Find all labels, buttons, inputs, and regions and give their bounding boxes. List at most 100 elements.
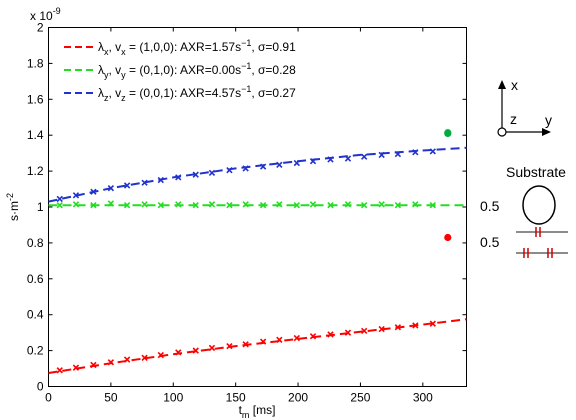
data-point-marker [242, 341, 249, 348]
data-point-marker [378, 151, 385, 159]
data-point-marker [157, 202, 164, 209]
axis-z-label: z [510, 111, 517, 127]
data-point-marker [293, 159, 300, 167]
coordinate-axes-diagram: x z y [497, 77, 552, 137]
data-point-marker [309, 158, 317, 165]
y-tick-label: 0.2 [27, 344, 44, 358]
data-point-marker [157, 351, 164, 359]
data-point-marker [192, 202, 199, 209]
data-point-marker [378, 325, 385, 333]
legend-entry-y: λy, vy = (0,1,0): AXR=0.00s−1, σ=0.28 [64, 61, 296, 80]
data-point-marker [123, 182, 131, 189]
data-point-marker [344, 201, 352, 208]
data-point-marker [175, 349, 182, 356]
x-tick-label: 50 [104, 391, 118, 405]
reference-dot-series-0 [444, 233, 452, 242]
data-point-marker [309, 333, 317, 340]
data-point-marker [242, 165, 249, 172]
substrate-circle-icon [522, 185, 556, 225]
data-point-marker [259, 202, 267, 209]
legend-text-z: λz, vz = (0,0,1): AXR=4.57s−1, σ=0.27 [98, 84, 296, 103]
data-point-marker [344, 155, 352, 162]
legend-text-x: λx, vx = (1,0,0): AXR=1.57s−1, σ=0.91 [98, 38, 296, 57]
data-point-marker [72, 201, 80, 208]
x-axis-title: tm [ms] [239, 403, 276, 420]
data-point-marker [208, 201, 216, 208]
data-point-marker [175, 174, 182, 181]
fit-lines [48, 146, 467, 374]
data-point-marker [72, 192, 80, 199]
data-point-marker [412, 322, 419, 329]
data-point-marker [293, 202, 300, 209]
y-tick-label: 2 [37, 21, 44, 35]
substrate-label-1: 0.5 [480, 198, 500, 214]
data-point-marker [344, 329, 352, 336]
data-point-marker [141, 354, 148, 361]
legend-entry-x: λx, vx = (1,0,0): AXR=1.57s−1, σ=0.91 [64, 38, 296, 57]
y-tick-label: 1.2 [27, 164, 44, 178]
data-point-marker [226, 202, 233, 209]
data-point-marker [107, 359, 115, 366]
y-tick-label: 1.8 [27, 56, 44, 70]
y-axis-title: s·m-2 [5, 193, 21, 221]
data-point-marker [90, 202, 97, 209]
y-exponent-label: x 10-9 [30, 6, 61, 23]
reference-dots [444, 128, 452, 242]
data-point-marker [276, 161, 283, 168]
data-point-marker [429, 148, 436, 155]
legend: λx, vx = (1,0,0): AXR=1.57s−1, σ=0.91 λy… [64, 38, 296, 103]
data-point-marker [226, 342, 233, 350]
data-point-marker [141, 179, 148, 186]
substrate-diagram: Substrate 0.5 0.5 [480, 164, 568, 258]
axis-x-label: x [511, 77, 518, 93]
data-point-marker [56, 202, 63, 209]
data-point-marker [107, 184, 115, 192]
data-point-marker [361, 202, 368, 209]
data-point-marker [192, 171, 199, 178]
axis-y-label: y [545, 112, 552, 128]
x-tick-label: 300 [413, 391, 433, 405]
data-point-marker [226, 167, 233, 174]
data-point-marker [327, 202, 334, 209]
y-tick-label: 1.4 [27, 128, 44, 142]
y-tick-label: 0.6 [27, 272, 44, 286]
data-point-marker [107, 200, 115, 207]
data-point-marker [242, 201, 249, 208]
y-tick-label: 0.8 [27, 236, 44, 250]
data-point-marker [259, 163, 267, 170]
fit-line-series-2 [48, 146, 467, 203]
data-point-marker [208, 344, 216, 352]
data-point-marker [72, 364, 80, 371]
y-tick-label: 0.4 [27, 308, 44, 322]
data-point-marker [90, 188, 97, 195]
data-point-marker [56, 195, 63, 203]
data-point-marker [394, 324, 402, 331]
data-point-marker [394, 202, 402, 209]
data-point-marker [276, 201, 283, 208]
data-point-marker [361, 153, 368, 160]
x-tick-label: 250 [350, 391, 370, 405]
data-point-marker [394, 150, 402, 158]
axis-ticks: 0 50 100 150 200 250 300 0 0.2 0.4 0.6 0.8 1 1.2 1.4 1.… [27, 21, 467, 405]
z-axis-origin-icon [497, 127, 507, 137]
data-point-marker [192, 347, 199, 354]
x-tick-label: 100 [163, 391, 183, 405]
y-tick-label: 1.6 [27, 92, 44, 106]
data-point-marker [378, 201, 385, 208]
substrate-title: Substrate [506, 164, 566, 180]
data-point-marker [208, 169, 216, 177]
data-point-marker [90, 361, 97, 369]
x-tick-label: 150 [226, 391, 246, 405]
legend-text-y: λy, vy = (0,1,0): AXR=0.00s−1, σ=0.28 [98, 61, 296, 80]
data-markers [56, 148, 436, 374]
data-point-marker [429, 202, 436, 209]
x-tick-label: 0 [45, 391, 52, 405]
data-point-marker [293, 334, 300, 342]
x-arrowhead-icon [498, 80, 506, 89]
x-tick-label: 200 [288, 391, 308, 405]
reference-dot-series-2 [444, 129, 452, 138]
data-point-marker [175, 201, 182, 208]
data-point-marker [412, 149, 419, 156]
data-point-marker [157, 176, 164, 184]
